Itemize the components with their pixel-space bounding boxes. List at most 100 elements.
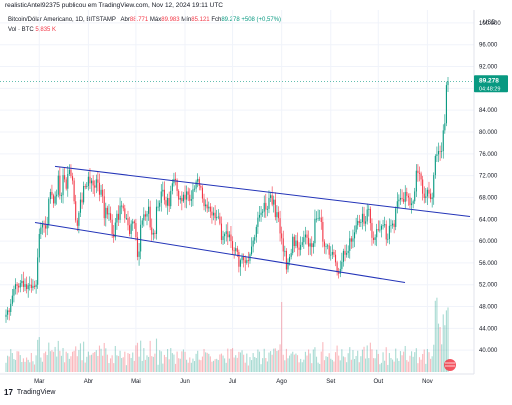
footer-brand[interactable]: 17 TradingView	[4, 388, 55, 397]
volume-bar	[198, 359, 200, 372]
volume-bar	[102, 355, 104, 372]
candle-body	[377, 229, 379, 230]
candle-body	[125, 218, 127, 219]
candle-body	[212, 212, 215, 216]
candle-body	[122, 205, 124, 209]
volume-bar	[379, 364, 381, 372]
volume-bar	[98, 345, 101, 372]
volume-bar	[268, 352, 270, 372]
candle-body	[40, 227, 42, 234]
candle-body	[179, 198, 181, 200]
time-axis-ticks: Mar Abr Mai Jun Jul Ago Set Out Nov	[34, 379, 433, 385]
volume-bar	[371, 349, 373, 372]
candle-body	[189, 194, 191, 201]
volume-bar	[347, 353, 349, 372]
volume-bar	[132, 352, 134, 372]
volume-bar	[431, 356, 433, 372]
volume-bar	[363, 346, 365, 372]
candle-body	[81, 199, 83, 203]
volume-bar	[113, 363, 115, 372]
volume-bar	[399, 351, 402, 372]
volume-bar	[174, 363, 177, 372]
volume-bar	[255, 357, 257, 372]
candle-body	[434, 156, 436, 176]
volume-bar	[144, 359, 146, 372]
candle-body	[246, 260, 248, 263]
volume-bar	[157, 364, 159, 372]
candle-body	[83, 186, 85, 203]
volume-bar	[5, 362, 7, 372]
volume-bar	[179, 358, 181, 372]
candle-body	[447, 81, 449, 86]
volume-bar	[184, 351, 186, 372]
symbol-description[interactable]: Bitcoin/Dólar Americano, 1D, BITSTAMP	[8, 17, 116, 23]
volume-bar	[192, 358, 194, 372]
candle-body	[388, 225, 390, 239]
volume-bar	[67, 353, 69, 372]
volume-bar	[341, 349, 343, 372]
volume-bar	[212, 360, 215, 372]
candle-body	[24, 284, 26, 287]
candle-body	[163, 189, 165, 201]
candle-body	[304, 234, 306, 238]
volume-bar	[263, 348, 265, 372]
volume-label[interactable]: Vol · BTC	[8, 27, 34, 33]
candle-body	[396, 201, 398, 209]
candle-body	[384, 224, 386, 226]
candle-body	[360, 222, 362, 224]
volume-bar	[178, 358, 180, 372]
channel-lower-line	[34, 222, 406, 284]
volume-bar	[121, 358, 123, 372]
volume-bar	[260, 364, 262, 372]
candle-body	[296, 240, 299, 248]
volume-bar	[129, 353, 131, 372]
volume-bar	[195, 353, 197, 372]
volume-bar	[425, 363, 427, 372]
volume-bar	[16, 351, 18, 372]
candle-body	[157, 206, 159, 208]
volume-bar	[251, 360, 253, 372]
volume-bar	[203, 348, 205, 372]
candle-body	[46, 224, 48, 229]
volume-bar	[86, 356, 88, 372]
candle-body	[152, 232, 154, 235]
volume-bar	[366, 345, 368, 372]
volume-bar	[334, 352, 337, 372]
volume-bar	[368, 358, 370, 372]
volume-bar	[103, 342, 105, 372]
candle-body	[355, 225, 357, 233]
volume-bar	[57, 340, 59, 372]
candle-body	[43, 224, 45, 226]
time-tick-label: Set	[326, 379, 335, 385]
candle-body	[200, 186, 202, 188]
volume-bar	[243, 354, 245, 372]
candle-body	[417, 170, 419, 173]
volume-bar	[22, 358, 24, 372]
candle-body	[130, 223, 132, 234]
volume-bar	[83, 341, 85, 372]
candle-body	[29, 284, 31, 286]
volume-bar	[407, 361, 409, 372]
candle-body	[393, 223, 395, 227]
candle-body	[48, 199, 50, 225]
high-label: Máx	[149, 17, 162, 23]
candle-body	[231, 241, 234, 251]
volume-bar	[257, 349, 259, 372]
candle-body	[59, 175, 61, 196]
candle-body	[119, 205, 121, 220]
events-flag-icon[interactable]	[444, 359, 456, 371]
candle-body	[412, 201, 414, 204]
volume-bar	[393, 361, 395, 372]
candle-body	[143, 214, 145, 221]
candle-body	[404, 192, 406, 202]
volume-bar	[239, 352, 242, 372]
volume-bar	[374, 358, 376, 372]
open-label: Abr	[120, 17, 130, 23]
candle-body	[239, 260, 242, 267]
candle-body	[430, 193, 432, 200]
candle-body	[35, 284, 37, 287]
price-tick-label: 44.000	[479, 326, 498, 332]
price-tick-label: 72.000	[479, 174, 498, 180]
time-tick-label: Mai	[131, 379, 141, 385]
